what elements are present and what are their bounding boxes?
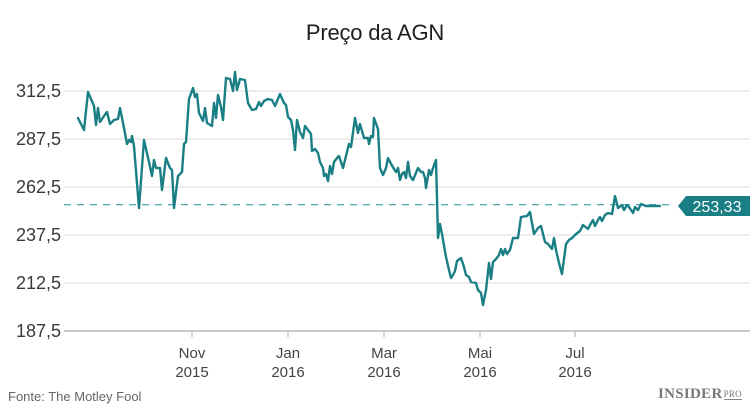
y-tick-label: 237,5 (16, 225, 61, 245)
x-tick-label: 2016 (271, 364, 304, 381)
price-line (76, 70, 662, 307)
x-tick-label: Mar (371, 345, 397, 362)
x-axis: Nov 2015 Jan 2016 Mar 2016 Mai 2016 Jul 2016 (175, 331, 592, 381)
gridlines (64, 90, 750, 284)
x-tick-label: Jul (565, 345, 584, 362)
y-tick-label: 287,5 (16, 129, 61, 149)
y-axis: 312,5 287,5 262,5 237,5 212,5 187,5 (16, 81, 61, 341)
y-tick-label: 312,5 (16, 81, 61, 101)
y-tick-label: 187,5 (16, 321, 61, 341)
last-value-label: 253,33 (678, 196, 750, 216)
svg-text:253,33: 253,33 (693, 199, 742, 216)
x-tick-label: Nov (179, 345, 206, 362)
y-tick-label: 262,5 (16, 177, 61, 197)
x-tick-label: Mai (468, 345, 492, 362)
chart-title: Preço da AGN (305, 20, 445, 45)
x-tick-label: 2016 (367, 364, 400, 381)
x-tick-label: 2016 (463, 364, 496, 381)
brand-logo: INSIDERPRO (657, 386, 742, 402)
y-tick-label: 212,5 (16, 273, 61, 293)
x-tick-label: 2015 (175, 364, 208, 381)
x-tick-label: Jan (276, 345, 300, 362)
source-note: Fonte: The Motley Fool (8, 389, 142, 404)
x-tick-label: 2016 (558, 364, 591, 381)
